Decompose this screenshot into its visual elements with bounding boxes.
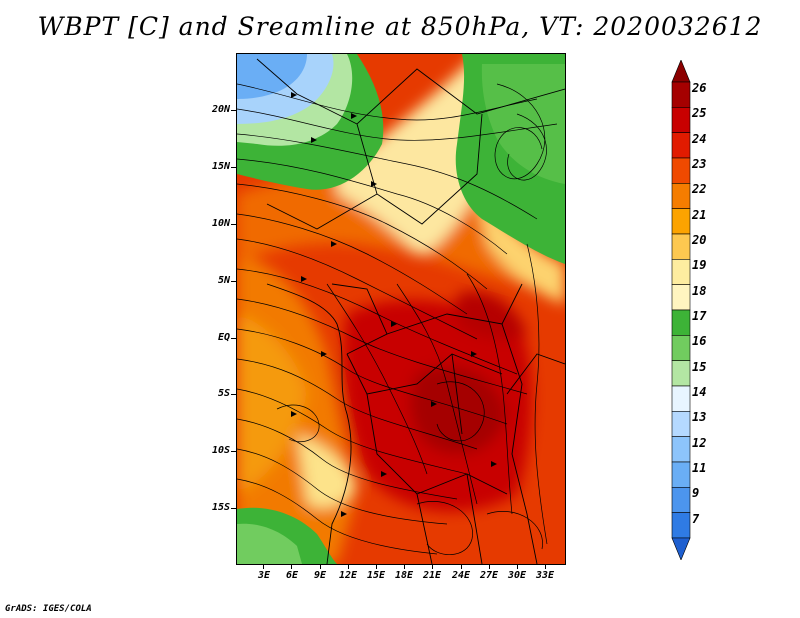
- colorbar-label: 11: [692, 461, 707, 475]
- map-panel: [236, 53, 566, 565]
- lon-tick: [348, 564, 349, 569]
- streamlines: [237, 83, 558, 556]
- colorbar-segment: [671, 436, 691, 463]
- lon-label-15e: 15E: [366, 570, 386, 581]
- lon-tick: [461, 564, 462, 569]
- colorbar-segment: [671, 157, 691, 184]
- lat-tick: [231, 394, 236, 395]
- lat-label-eq: EQ: [217, 332, 230, 343]
- colorbar-label: 16: [692, 334, 707, 349]
- colorbar-segment: [671, 411, 691, 437]
- colorbar-label: 14: [692, 385, 707, 399]
- colorbar: [671, 60, 691, 560]
- colorbar-segment: [671, 309, 691, 336]
- colorbar-segment: [671, 385, 691, 412]
- lon-tick: [320, 564, 321, 569]
- lat-tick: [231, 224, 236, 225]
- lon-tick: [376, 564, 377, 569]
- lat-tick: [231, 508, 236, 509]
- colorbar-label: 24: [692, 131, 707, 146]
- lon-tick: [432, 564, 433, 569]
- colorbar-segment: [671, 461, 691, 488]
- lon-tick: [489, 564, 490, 569]
- lat-tick: [231, 338, 236, 339]
- lon-tick: [404, 564, 405, 569]
- lon-tick: [545, 564, 546, 569]
- colorbar-label: 19: [692, 258, 707, 273]
- lon-label-18e: 18E: [394, 570, 414, 581]
- lon-label-30e: 30E: [507, 570, 527, 581]
- lat-tick: [231, 167, 236, 168]
- lat-label-20n: 20N: [211, 104, 230, 115]
- colorbar-segment: [671, 259, 691, 285]
- colorbar-label: 26: [692, 81, 707, 95]
- colorbar-segment: [671, 208, 691, 235]
- lat-tick: [231, 281, 236, 282]
- colorbar-label: 9: [692, 486, 700, 501]
- lat-label-5n: 5N: [217, 275, 230, 286]
- colorbar-segment: [671, 81, 691, 108]
- colorbar-segment: [671, 284, 691, 311]
- colorbar-label: 15: [692, 359, 707, 374]
- country-borders: [256, 58, 565, 564]
- wbpt-field-map: [237, 54, 565, 564]
- stream-arrows: [291, 92, 497, 517]
- colorbar-segment: [671, 183, 691, 209]
- lat-label-15s: 15S: [211, 502, 230, 513]
- colorbar-segment: [671, 233, 691, 260]
- colorbar-segment: [671, 335, 691, 361]
- colorbar-label: 13: [692, 410, 707, 425]
- colorbar-label: 20: [692, 233, 707, 247]
- footer-credit: GrADS: IGES/COLA: [5, 604, 92, 614]
- lon-tick: [517, 564, 518, 569]
- colorbar-label: 25: [692, 106, 707, 121]
- colorbar-segment: [671, 132, 691, 159]
- lon-label-9e: 9E: [313, 570, 327, 581]
- colorbar-label: 12: [692, 435, 707, 450]
- lon-tick: [291, 564, 292, 569]
- lon-label-12e: 12E: [338, 570, 358, 581]
- lat-label-15n: 15N: [211, 161, 230, 172]
- lon-tick: [263, 564, 264, 569]
- lon-label-27e: 27E: [479, 570, 499, 581]
- lat-label-5s: 5S: [217, 388, 230, 399]
- lon-label-33e: 33E: [535, 570, 555, 581]
- colorbar-label: 18: [692, 283, 707, 298]
- colorbar-label: 23: [692, 157, 707, 171]
- lon-label-3e: 3E: [257, 570, 271, 581]
- colorbar-segment: [671, 360, 691, 387]
- colorbar-under-triangle: [671, 537, 691, 560]
- lat-label-10n: 10N: [211, 218, 230, 229]
- lon-label-24e: 24E: [451, 570, 471, 581]
- colorbar-over-triangle: [671, 60, 691, 83]
- colorbar-segment: [671, 107, 691, 133]
- colorbar-label: 7: [692, 511, 700, 526]
- lat-tick: [231, 451, 236, 452]
- colorbar-label: 17: [692, 309, 707, 323]
- chart-title: WBPT [C] and Sreamline at 850hPa, VT: 20…: [37, 12, 763, 41]
- lon-label-6e: 6E: [285, 570, 299, 581]
- colorbar-segment: [671, 512, 691, 539]
- colorbar-label: 21: [692, 207, 707, 222]
- colorbar-label: 22: [692, 182, 707, 197]
- lat-label-10s: 10S: [211, 445, 230, 456]
- lon-label-21e: 21E: [422, 570, 442, 581]
- lat-tick: [231, 110, 236, 111]
- colorbar-segment: [671, 487, 691, 513]
